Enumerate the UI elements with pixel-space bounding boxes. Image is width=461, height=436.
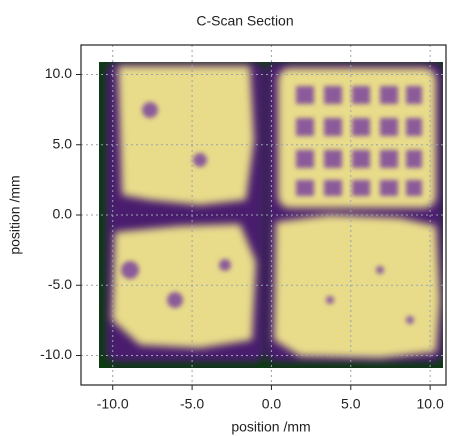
x-tick-label: 10.0 — [417, 396, 444, 412]
y-tick-label: 5.0 — [53, 135, 73, 151]
x-tick-label: 5.0 — [341, 396, 361, 412]
y-tick-label: -5.0 — [48, 276, 72, 292]
scan-image — [99, 62, 443, 368]
y-axis-label: position /mm — [7, 175, 23, 254]
chart-title: C-Scan Section — [196, 13, 293, 29]
x-axis-label: position /mm — [231, 419, 310, 435]
y-tick-label: 0.0 — [53, 206, 73, 222]
x-tick-label: -10.0 — [97, 396, 129, 412]
y-tick-label: 10.0 — [45, 65, 72, 81]
axes: -10.0 -5.0 0.0 5.0 10.0 -10.0 -5.0 0.0 5.0 10.0 — [40, 45, 446, 412]
plot-frame — [80, 44, 447, 386]
y-tick-label: -10.0 — [40, 346, 72, 362]
x-tick-label: 0.0 — [262, 396, 282, 412]
x-tick-label: -5.0 — [180, 396, 204, 412]
